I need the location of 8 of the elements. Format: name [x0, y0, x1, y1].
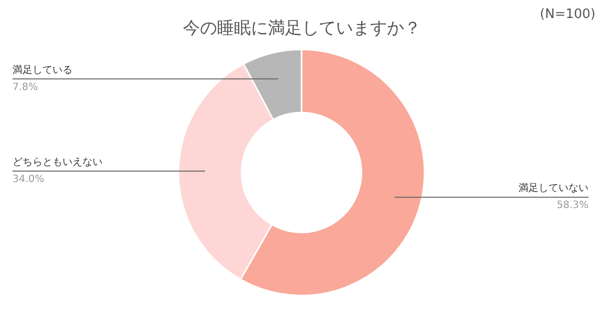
text: (N=100): [540, 7, 596, 22]
data-label: 7.8%: [12, 82, 38, 93]
data-label: 58.3%: [556, 200, 589, 212]
slice-label: 満足していない: [518, 182, 588, 194]
data-label: 34.0%: [12, 174, 44, 186]
chart-title: 今の睡眠に満足していますか？: [183, 18, 421, 38]
slice-label: 満足している: [12, 64, 72, 76]
slice-label: どちらともいえない: [12, 157, 102, 168]
